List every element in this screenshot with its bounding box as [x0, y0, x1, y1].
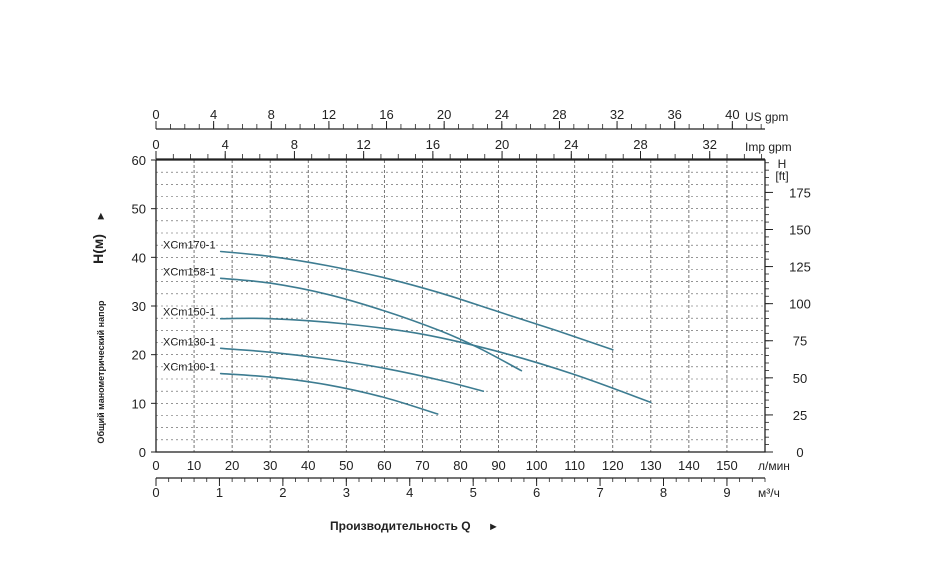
imp-gpm-axis-tick-label: 16: [426, 137, 440, 152]
m3h-tick-label: 0: [152, 485, 159, 500]
m3h-unit: м³/ч: [758, 486, 780, 500]
us-gpm-axis-tick-label: 12: [322, 107, 336, 122]
curve-xcm130-1: [219, 347, 485, 392]
curve-xcm158-1: [219, 277, 523, 372]
top-axes: 0 4 8 12 16 20 24 28 32 36 40 US gpm 0 4 8 12 16 20 24 28 32…: [152, 107, 792, 160]
imp-gpm-axis-tick-label: 28: [633, 137, 647, 152]
m3h-tick-label: 1: [216, 485, 223, 500]
head-ft-tick-label: 0: [796, 445, 803, 460]
m3h-tick-label: 2: [279, 485, 286, 500]
bottom-axes: 0 10 20 30 40 50 60 70 80 90 100 110 120 130 140 150 л/м…: [152, 458, 790, 500]
lpm-tick-label: 10: [187, 458, 201, 473]
xlabel-arrow: ►: [488, 521, 499, 533]
lpm-tick-label: 0: [152, 458, 159, 473]
imp-gpm-axis-unit: Imp gpm: [745, 140, 792, 154]
m3h-tick-label: 7: [596, 485, 603, 500]
head-m-tick-label: 30: [132, 299, 146, 314]
us-gpm-axis-tick-label: 8: [268, 107, 275, 122]
lpm-unit: л/мин: [758, 459, 790, 473]
head-m-tick-label: 60: [132, 153, 146, 168]
lpm-tick-label: 40: [301, 458, 315, 473]
head-m-tick-label: 10: [132, 396, 146, 411]
series-label-xcm100-1: XCm100-1: [163, 362, 216, 374]
head-m-tick-label: 50: [132, 202, 146, 217]
head-m-tick-label: 40: [132, 250, 146, 265]
head-m-tick-label: 0: [139, 445, 146, 460]
head-ft-tick-label: 175: [789, 185, 811, 200]
series-label-xcm170-1: XCm170-1: [163, 239, 216, 251]
series-label-xcm150-1: XCm150-1: [163, 307, 216, 319]
head-ft-tick-label: 150: [789, 222, 811, 237]
imp-gpm-axis-tick-label: 4: [222, 137, 229, 152]
head-ft-tick-label: 100: [789, 297, 811, 312]
lpm-tick-label: 70: [415, 458, 429, 473]
lpm-tick-label: 110: [564, 458, 585, 473]
lpm-tick-label: 100: [526, 458, 548, 473]
lpm-tick-label: 130: [640, 458, 662, 473]
left-axis: 0 10 20 30 40 50 60: [132, 153, 156, 460]
us-gpm-axis-tick-label: 40: [725, 107, 739, 122]
lpm-tick-label: 140: [678, 458, 700, 473]
us-gpm-axis-tick-label: 28: [552, 107, 566, 122]
lpm-tick-label: 50: [339, 458, 353, 473]
head-ft-tick-label: 50: [793, 371, 807, 386]
m3h-tick-label: 5: [470, 485, 477, 500]
m3h-tick-label: 9: [723, 485, 730, 500]
curve-xcm100-1: [219, 372, 439, 415]
m3h-tick-label: 4: [406, 485, 413, 500]
us-gpm-axis-unit: US gpm: [745, 110, 788, 124]
lpm-tick-label: 20: [225, 458, 239, 473]
ylabel-symbol: H(м): [90, 234, 106, 264]
us-gpm-axis-tick-label: 24: [495, 107, 509, 122]
lpm-tick-label: 120: [602, 458, 624, 473]
head-ft-tick-label: 125: [789, 260, 811, 275]
grid: [156, 160, 765, 452]
m3h-tick-label: 3: [343, 485, 350, 500]
m3h-tick-label: 8: [660, 485, 667, 500]
ylabel: Общий манометрический напор: [96, 300, 106, 444]
series-curves: [219, 250, 652, 415]
us-gpm-axis-tick-label: 4: [210, 107, 217, 122]
imp-gpm-axis-tick-label: 8: [291, 137, 298, 152]
lpm-tick-label: 60: [377, 458, 391, 473]
head-ft-tick-label: 75: [793, 334, 807, 349]
lpm-tick-label: 90: [491, 458, 505, 473]
ylabel-arrow: ►: [95, 211, 107, 222]
xlabel: Производительность Q: [330, 519, 471, 533]
us-gpm-axis-tick-label: 32: [610, 107, 624, 122]
us-gpm-axis-tick-label: 20: [437, 107, 451, 122]
imp-gpm-axis-tick-label: 12: [356, 137, 370, 152]
imp-gpm-axis-tick-label: 24: [564, 137, 578, 152]
m3h-tick-label: 6: [533, 485, 540, 500]
series-label-xcm158-1: XCm158-1: [163, 266, 216, 278]
us-gpm-axis-tick-label: 16: [379, 107, 393, 122]
us-gpm-axis-tick-label: 0: [152, 107, 159, 122]
series-label-xcm130-1: XCm130-1: [163, 336, 216, 348]
head-m-tick-label: 20: [132, 348, 146, 363]
imp-gpm-axis-tick-label: 0: [152, 137, 159, 152]
imp-gpm-axis-tick-label: 20: [495, 137, 509, 152]
head-ft-tick-label: 25: [793, 408, 807, 423]
curve-xcm150-1: [219, 317, 652, 404]
lpm-tick-label: 150: [716, 458, 738, 473]
imp-gpm-axis-tick-label: 32: [702, 137, 716, 152]
us-gpm-axis-tick-label: 36: [667, 107, 681, 122]
lpm-tick-label: 80: [453, 458, 467, 473]
series-labels: XCm170-1 XCm158-1 XCm150-1 XCm130-1 XCm100-1: [163, 239, 216, 373]
head-ft-unit-ft: [ft]: [775, 169, 788, 183]
lpm-tick-label: 30: [263, 458, 277, 473]
curve-xcm170-1: [219, 250, 614, 351]
head-ft-unit-h: H: [778, 157, 787, 171]
